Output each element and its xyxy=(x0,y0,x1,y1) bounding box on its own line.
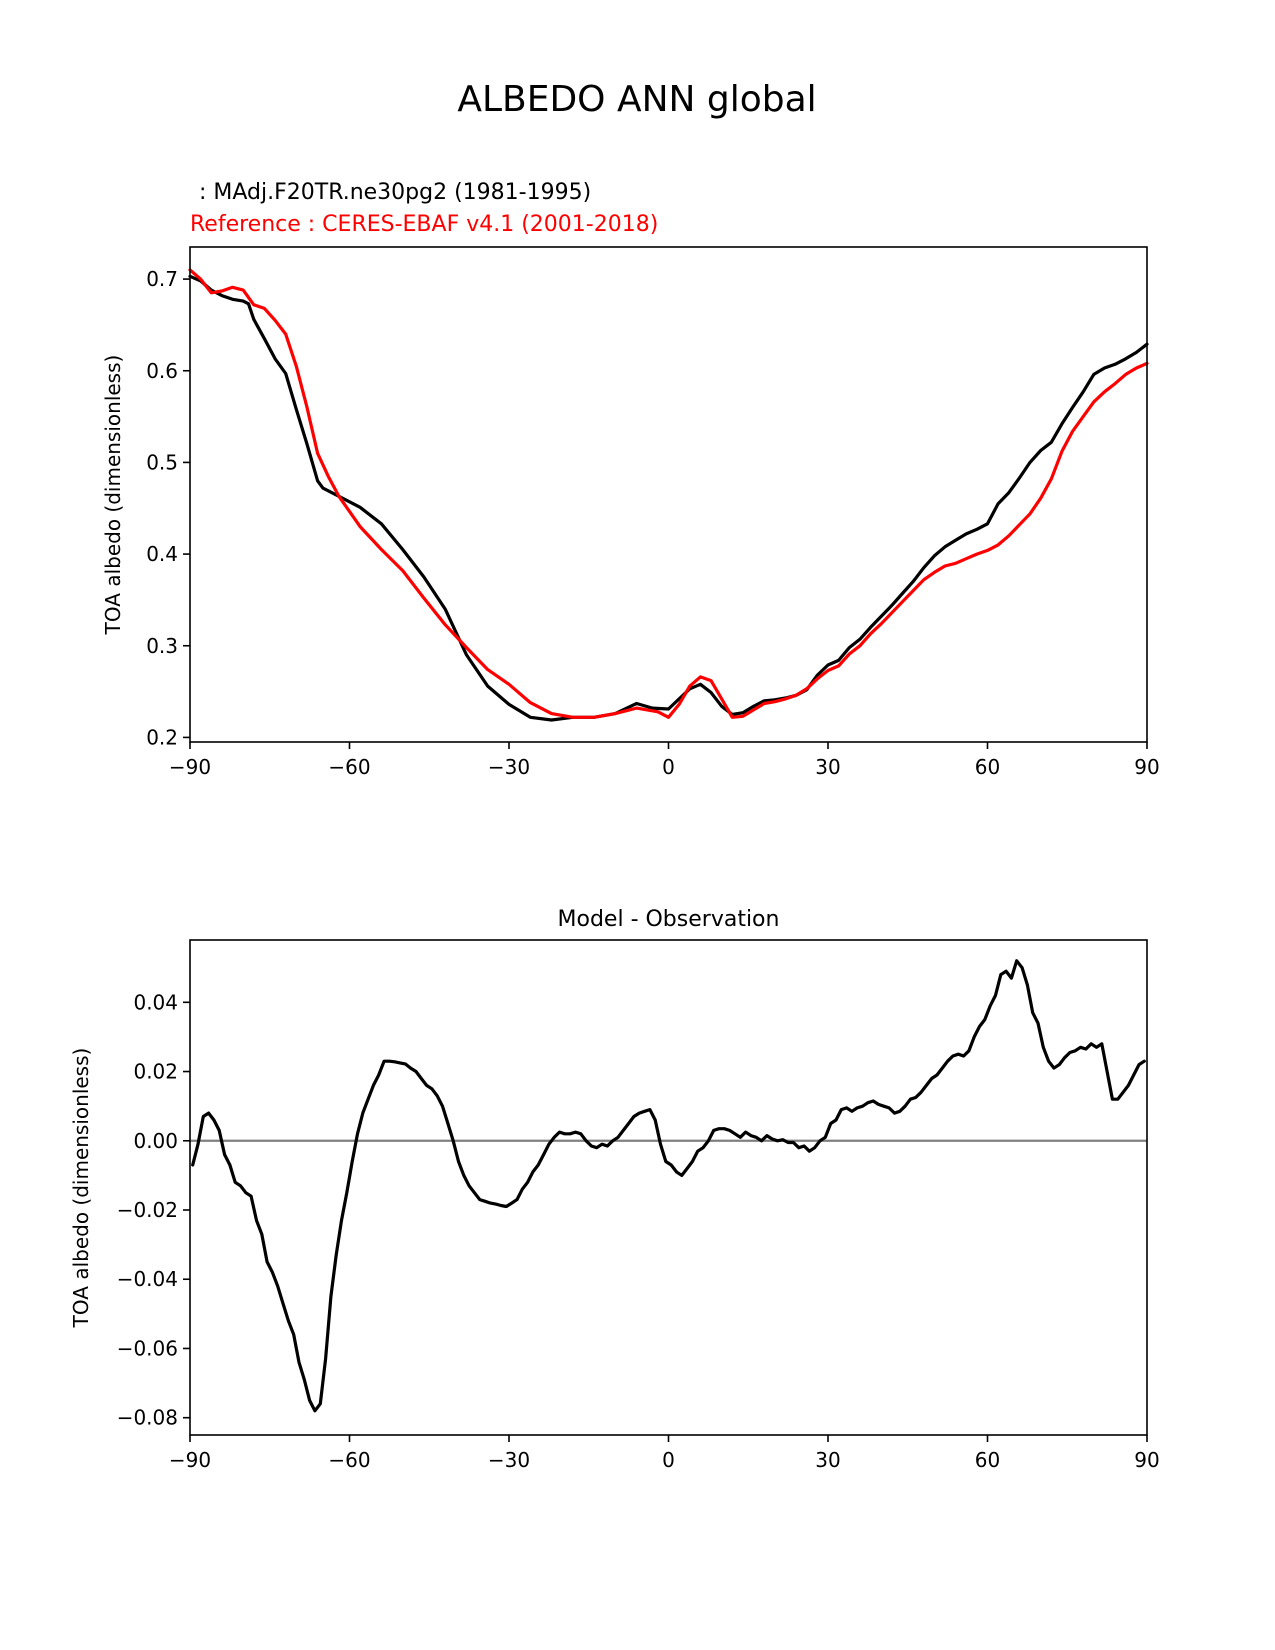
bottom-plot-frame xyxy=(189,939,1148,1436)
top-panel-albedo: −90 −60 −30 0 30 60 90 0.2 0.3 0.4 0.5 0.6 0.7 TOA al… xyxy=(101,246,1160,779)
top-y-tick-label: 0.4 xyxy=(146,542,178,566)
bottom-x-tick-label: 0 xyxy=(662,1448,675,1472)
bottom-series-line-difference xyxy=(191,959,1146,1413)
top-x-tick-label: 0 xyxy=(662,755,675,779)
top-y-tick-label: 0.7 xyxy=(146,267,178,291)
top-x-tick-label: 30 xyxy=(815,755,840,779)
top-series-line-reference xyxy=(188,268,1149,719)
top-y-tick-label: 0.5 xyxy=(146,450,178,474)
top-x-tick-label: −60 xyxy=(328,755,370,779)
bottom-y-tick-label: 0.04 xyxy=(133,990,178,1014)
top-y-axis-label: TOA albedo (dimensionless) xyxy=(101,355,125,636)
top-y-tick-label: 0.3 xyxy=(146,634,178,658)
top-x-tick-label: −90 xyxy=(169,755,211,779)
bottom-panel-difference: Model - Observation −90 −60 −30 0 30 60 90 −0.08… xyxy=(69,907,1160,1472)
bottom-y-tick-label: −0.06 xyxy=(117,1336,178,1360)
bottom-y-tick-label: −0.02 xyxy=(117,1198,178,1222)
top-x-tick-label: 90 xyxy=(1134,755,1159,779)
bottom-panel-title: Model - Observation xyxy=(558,907,780,932)
bottom-x-tick-label: −30 xyxy=(488,1448,530,1472)
figure-title: ALBEDO ANN global xyxy=(457,79,816,120)
reference-label: Reference : CERES-EBAF v4.1 (2001-2018) xyxy=(190,212,658,237)
bottom-x-tick-label: 30 xyxy=(815,1448,840,1472)
top-y-tick-label: 0.6 xyxy=(146,359,178,383)
bottom-y-tick-label: 0.02 xyxy=(133,1060,178,1084)
bottom-y-tick-label: 0.00 xyxy=(133,1129,178,1153)
bottom-y-tick-label: −0.08 xyxy=(117,1406,178,1430)
bottom-y-axis-label: TOA albedo (dimensionless) xyxy=(69,1048,93,1329)
top-y-tick-label: 0.2 xyxy=(146,725,178,749)
bottom-x-tick-label: 90 xyxy=(1134,1448,1159,1472)
bottom-x-tick-label: 60 xyxy=(975,1448,1000,1472)
top-x-tick-label: 60 xyxy=(975,755,1000,779)
top-x-tick-label: −30 xyxy=(488,755,530,779)
bottom-x-tick-label: −90 xyxy=(169,1448,211,1472)
bottom-x-tick-label: −60 xyxy=(328,1448,370,1472)
top-series-line-test xyxy=(188,274,1149,722)
test-case-label: : MAdj.F20TR.ne30pg2 (1981-1995) xyxy=(192,180,591,205)
bottom-y-tick-label: −0.04 xyxy=(117,1267,178,1291)
